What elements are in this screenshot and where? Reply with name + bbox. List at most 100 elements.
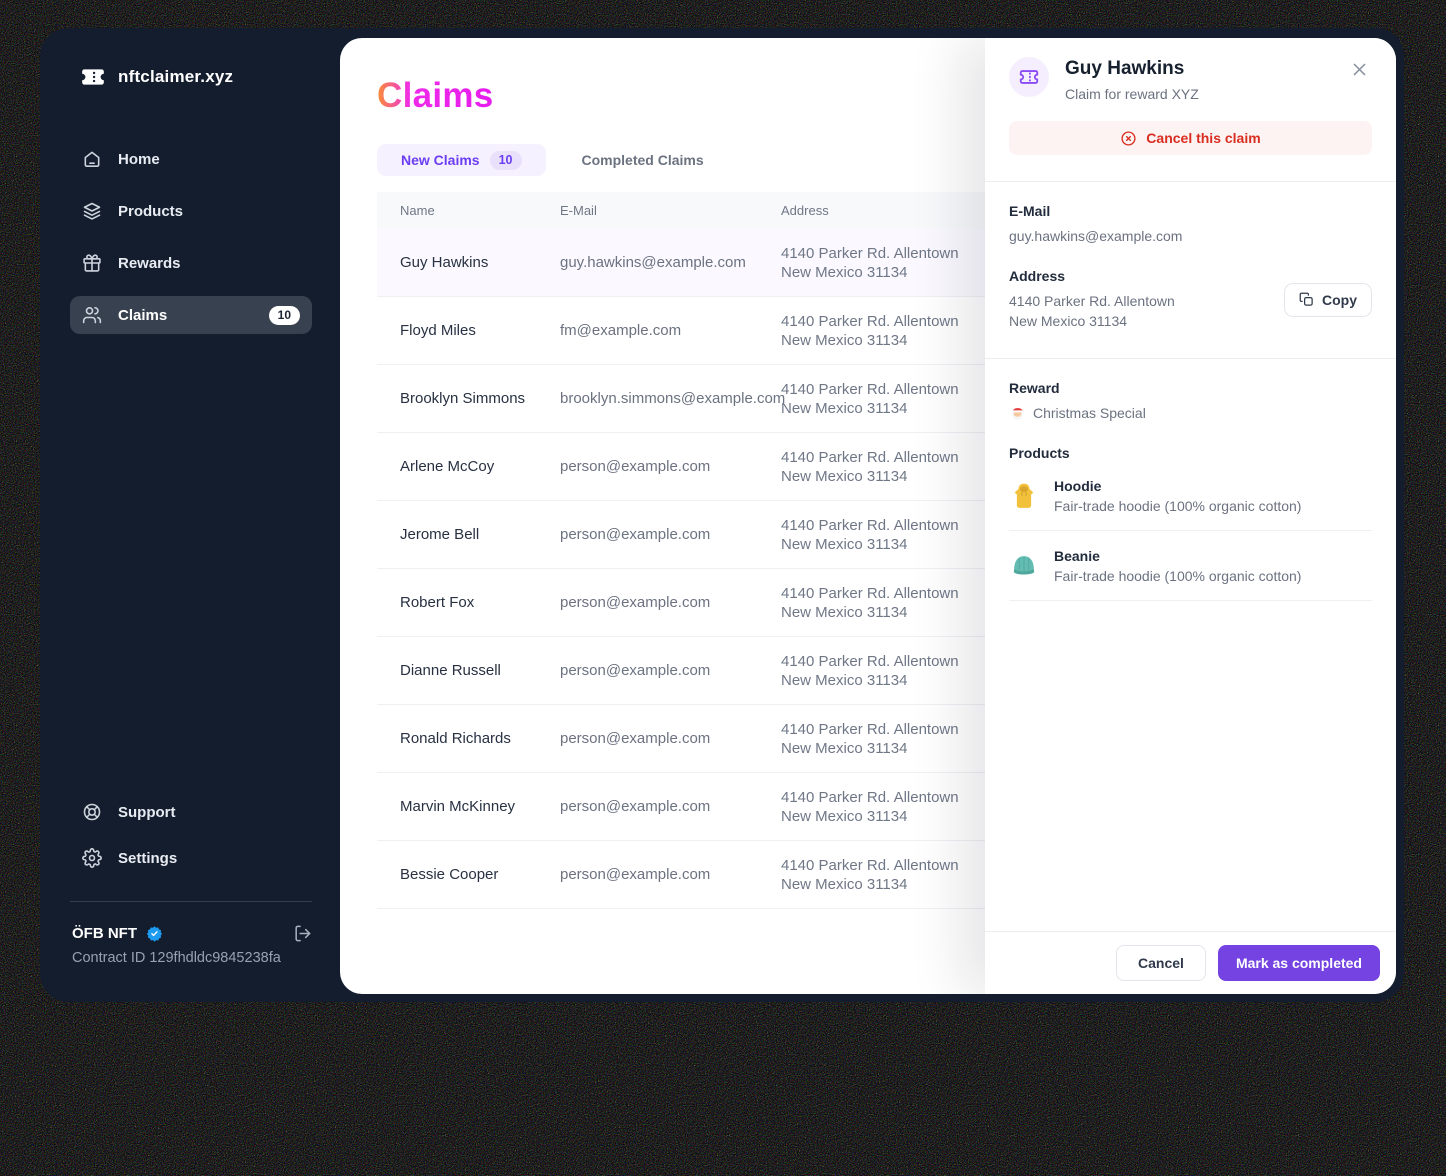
verified-badge-icon [146, 926, 163, 942]
table-row[interactable]: Marvin McKinney person@example.com 4140 … [377, 773, 985, 841]
sidebar-item-claims[interactable]: Claims 10 [70, 296, 312, 334]
email-label: E-Mail [1009, 203, 1051, 219]
tab-label: New Claims [401, 152, 480, 168]
close-icon[interactable] [1347, 57, 1372, 82]
cell-email: fm@example.com [560, 322, 682, 339]
cell-address: 4140 Parker Rd. Allentown New Mexico 3113… [781, 652, 959, 689]
claims-count-badge: 10 [268, 305, 300, 325]
layers-icon [83, 202, 101, 220]
main-content: Claims New Claims 10 Completed Claims Na… [340, 38, 1396, 994]
product-name: Hoodie [1054, 478, 1102, 494]
ticket-logo-icon [82, 69, 104, 85]
wallet-info: ÖFB NFT Contract ID 129fhdldc9845238fa [70, 924, 312, 966]
sidebar-item-label: Home [118, 150, 160, 168]
product-description: Fair-trade hoodie (100% organic cotton) [1054, 498, 1302, 514]
panel-title: Guy Hawkins [1065, 58, 1185, 79]
column-header-email: E-Mail [560, 203, 597, 218]
cancel-claim-label: Cancel this claim [1146, 130, 1261, 146]
table-row[interactable]: Robert Fox person@example.com 4140 Parke… [377, 569, 985, 637]
brand: nftclaimer.xyz [70, 64, 312, 90]
table-row[interactable]: Guy Hawkins guy.hawkins@example.com 4140… [377, 229, 985, 297]
cell-email: person@example.com [560, 730, 711, 747]
logout-icon[interactable] [293, 924, 312, 943]
gift-icon [83, 254, 101, 272]
sidebar-item-settings[interactable]: Settings [70, 839, 312, 877]
table-row[interactable]: Jerome Bell person@example.com 4140 Park… [377, 501, 985, 569]
cell-email: person@example.com [560, 866, 711, 883]
cell-email: guy.hawkins@example.com [560, 254, 746, 271]
claim-detail-panel: Guy Hawkins Claim for reward XYZ Cancel … [985, 38, 1396, 994]
cell-address: 4140 Parker Rd. Allentown New Mexico 3113… [781, 720, 959, 757]
cell-address: 4140 Parker Rd. Allentown New Mexico 3113… [781, 380, 959, 417]
cell-address: 4140 Parker Rd. Allentown New Mexico 3113… [781, 856, 959, 893]
life-buoy-icon [83, 803, 101, 821]
santa-icon [1011, 407, 1025, 420]
product-name: Beanie [1054, 548, 1100, 564]
cell-address: 4140 Parker Rd. Allentown New Mexico 3113… [781, 584, 959, 621]
wallet-contract-id: Contract ID 129fhdldc9845238fa [72, 950, 281, 966]
cell-name: Ronald Richards [400, 730, 511, 747]
sidebar-item-home[interactable]: Home [70, 140, 312, 178]
table-row[interactable]: Brooklyn Simmons brooklyn.simmons@exampl… [377, 365, 985, 433]
cell-address: 4140 Parker Rd. Allentown New Mexico 3113… [781, 448, 959, 485]
x-circle-icon [1121, 130, 1136, 146]
product-item: Hoodie Fair-trade hoodie (100% organic c… [1009, 461, 1372, 531]
table-row[interactable]: Bessie Cooper person@example.com 4140 Pa… [377, 841, 985, 909]
tab-new-claims[interactable]: New Claims 10 [377, 144, 546, 176]
sidebar-item-support[interactable]: Support [70, 793, 312, 831]
cell-address: 4140 Parker Rd. Allentown New Mexico 3113… [781, 516, 959, 553]
table-row[interactable]: Arlene McCoy person@example.com 4140 Par… [377, 433, 985, 501]
cell-email: person@example.com [560, 458, 711, 475]
sidebar-divider [70, 901, 312, 902]
cancel-claim-button[interactable]: Cancel this claim [1009, 121, 1372, 155]
reward-value: Christmas Special [1009, 404, 1372, 421]
cell-email: person@example.com [560, 526, 711, 543]
tab-label: Completed Claims [581, 152, 704, 168]
cell-address: 4140 Parker Rd. Allentown New Mexico 3113… [781, 244, 959, 281]
copy-label: Copy [1322, 291, 1357, 308]
copy-button[interactable]: Copy [1284, 282, 1372, 317]
copy-icon [1299, 292, 1313, 306]
column-header-name: Name [400, 203, 435, 218]
cell-email: person@example.com [560, 662, 711, 679]
primary-nav: Home Products Rewards Claims 10 [70, 140, 312, 334]
beanie-image [1013, 556, 1035, 575]
sidebar-item-label: Claims [118, 306, 168, 324]
sidebar-item-label: Rewards [118, 254, 181, 272]
cell-address: 4140 Parker Rd. Allentown New Mexico 3113… [781, 788, 959, 825]
panel-footer: Cancel Mark as completed [985, 931, 1396, 994]
table-row[interactable]: Floyd Miles fm@example.com 4140 Parker R… [377, 297, 985, 365]
sidebar-item-products[interactable]: Products [70, 192, 312, 230]
email-value: guy.hawkins@example.com [1009, 228, 1183, 244]
tab-completed-claims[interactable]: Completed Claims [546, 144, 740, 176]
column-header-address: Address [781, 203, 829, 218]
mark-completed-button[interactable]: Mark as completed [1217, 945, 1380, 981]
gear-icon [82, 848, 102, 868]
cell-email: person@example.com [560, 594, 711, 611]
product-item: Beanie Fair-trade hoodie (100% organic c… [1009, 531, 1372, 601]
avatar [1009, 57, 1049, 97]
tab-count-badge: 10 [489, 150, 522, 170]
sidebar-spacer [70, 334, 312, 793]
table-row[interactable]: Ronald Richards person@example.com 4140 … [377, 705, 985, 773]
users-icon [82, 306, 102, 324]
hoodie-image [1014, 483, 1034, 508]
sidebar: nftclaimer.xyz Home Products Rewards [40, 28, 340, 1002]
reward-name: Christmas Special [1033, 404, 1146, 421]
cancel-button[interactable]: Cancel [1116, 945, 1206, 981]
sidebar-item-rewards[interactable]: Rewards [70, 244, 312, 282]
page-title: Claims [377, 76, 494, 115]
claims-tabs: New Claims 10 Completed Claims [377, 144, 740, 176]
cell-name: Jerome Bell [400, 526, 480, 543]
app-window: nftclaimer.xyz Home Products Rewards [40, 28, 1404, 1002]
cell-name: Arlene McCoy [400, 458, 495, 475]
product-description: Fair-trade hoodie (100% organic cotton) [1054, 568, 1302, 584]
claims-table: Name E-Mail Address Guy Hawkins guy.hawk… [377, 192, 985, 909]
sidebar-item-label: Settings [118, 849, 178, 867]
panel-reward-section: Reward Christmas Special Products [985, 359, 1396, 931]
home-icon [84, 151, 100, 167]
reward-label: Reward [1009, 380, 1060, 396]
cell-name: Brooklyn Simmons [400, 390, 526, 407]
table-row[interactable]: Dianne Russell person@example.com 4140 P… [377, 637, 985, 705]
cell-address: 4140 Parker Rd. Allentown New Mexico 3113… [781, 312, 959, 349]
